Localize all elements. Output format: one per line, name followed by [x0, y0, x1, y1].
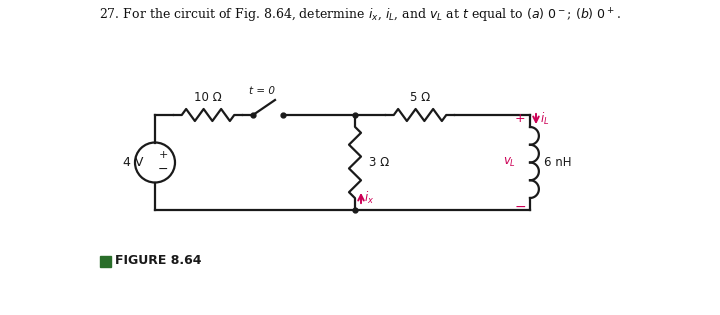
Text: −: −	[158, 163, 168, 176]
Text: 4 V: 4 V	[122, 156, 143, 169]
Text: +: +	[158, 151, 168, 161]
Text: $v_L$: $v_L$	[503, 156, 516, 169]
Text: FIGURE 8.64: FIGURE 8.64	[115, 255, 202, 267]
Text: 10 Ω: 10 Ω	[194, 91, 222, 104]
Text: +: +	[515, 112, 526, 125]
Text: −: −	[514, 200, 526, 214]
Text: $i_L$: $i_L$	[540, 111, 549, 127]
Text: 3 Ω: 3 Ω	[369, 156, 390, 169]
Text: t = 0: t = 0	[249, 86, 275, 96]
Text: 6 nH: 6 nH	[544, 156, 572, 169]
FancyBboxPatch shape	[100, 256, 111, 267]
Text: 5 Ω: 5 Ω	[410, 91, 430, 104]
Text: 27. For the circuit of Fig. 8.64, determine $i_x$, $i_L$, and $v_L$ at $t$ equal: 27. For the circuit of Fig. 8.64, determ…	[99, 7, 621, 25]
Text: $i_x$: $i_x$	[364, 190, 374, 206]
